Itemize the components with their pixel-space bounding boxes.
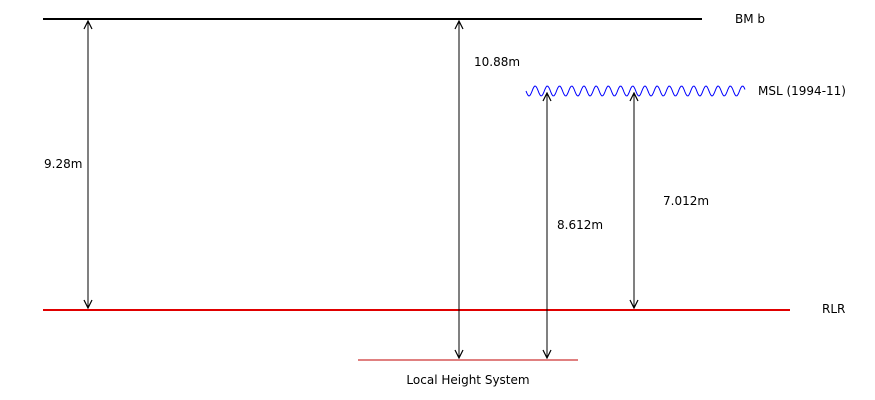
bm-level-label: BM b xyxy=(735,12,765,26)
bm-to-local-value: 10.88m xyxy=(474,55,520,69)
msl-level-label: MSL (1994-11) xyxy=(758,84,846,98)
msl-to-rlr-value: 7.012m xyxy=(663,194,709,208)
rlr-level-label: RLR xyxy=(822,302,845,316)
msl-to-local-value: 8.612m xyxy=(557,218,603,232)
msl-level-wave xyxy=(525,85,746,97)
local-level-label: Local Height System xyxy=(406,373,529,387)
bm-to-rlr-value: 9.28m xyxy=(44,157,82,171)
